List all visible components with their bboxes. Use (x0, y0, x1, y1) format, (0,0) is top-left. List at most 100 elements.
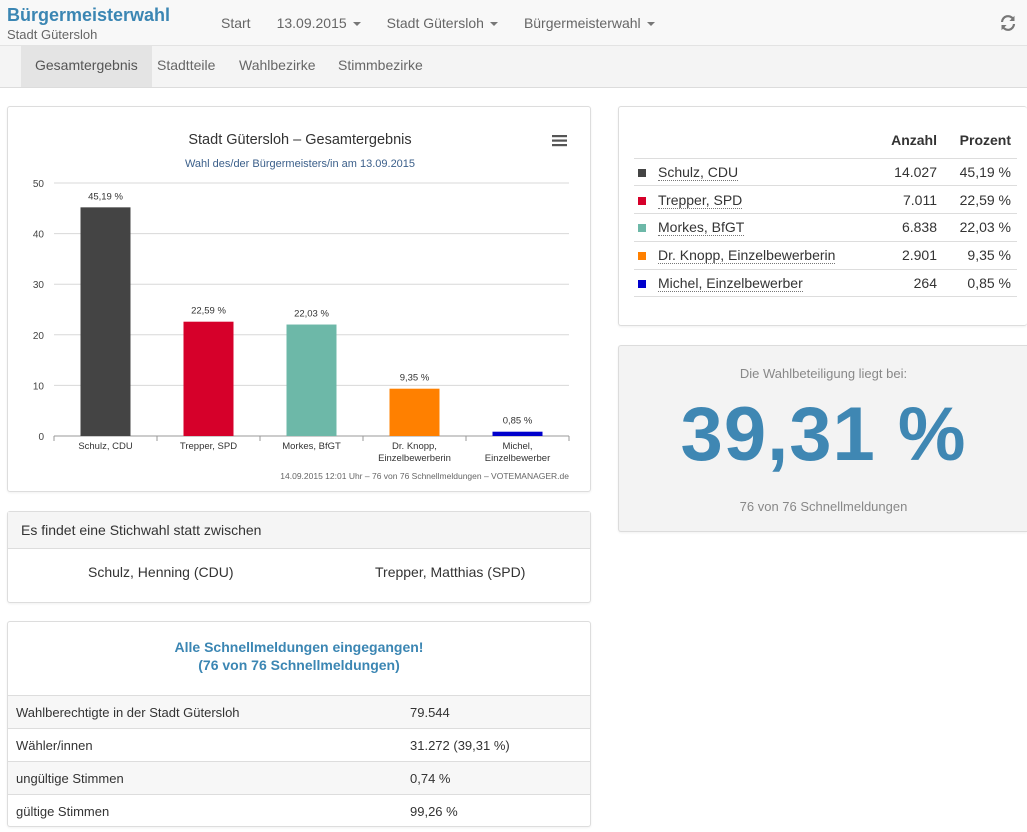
candidate-cell[interactable]: Trepper, SPD (652, 185, 863, 215)
nav-date-dropdown[interactable]: 13.09.2015 (264, 0, 374, 46)
tab-stimmbezirke[interactable]: Stimmbezirke (338, 57, 423, 73)
nav-election-dropdown[interactable]: Bürgermeisterwahl (511, 0, 668, 46)
turnout-panel: Die Wahlbeteiligung liegt bei: 39,31 % 7… (618, 345, 1027, 532)
chart-credits: 14.09.2015 12:01 Uhr – 76 von 76 Schnell… (280, 471, 569, 481)
info-label: Wahlberechtigte in der Stadt Gütersloh (8, 695, 404, 729)
x-tick-label: Schulz, CDU (78, 441, 133, 452)
legend-swatch (634, 158, 652, 187)
bar (492, 431, 543, 436)
candidate-name[interactable]: Dr. Knopp, Einzelbewerberin (658, 247, 836, 265)
chevron-down-icon (646, 22, 655, 26)
color-swatch (638, 168, 646, 177)
chart-subtitle: Wahl des/der Bürgermeisters/in am 13.09.… (185, 158, 415, 170)
nav-city-dropdown[interactable]: Stadt Gütersloh (374, 0, 511, 46)
runoff-candidate-2: Trepper, Matthias (SPD) (375, 564, 526, 580)
hamburger-menu-icon[interactable] (552, 135, 567, 147)
y-tick-label: 50 (33, 179, 45, 190)
nav-start-link[interactable]: Start (208, 0, 264, 46)
x-tick-label: Dr. Knopp, (392, 441, 437, 452)
color-swatch (638, 280, 646, 289)
table-row: ungültige Stimmen 0,74 % (8, 761, 590, 795)
info-label: Wähler/innen (8, 728, 404, 762)
turnout-note: 76 von 76 Schnellmeldungen (739, 499, 908, 514)
y-tick-label: 10 (33, 381, 45, 392)
info-label: gültige Stimmen (8, 794, 404, 828)
legend-swatch (634, 213, 652, 242)
bar-data-label: 22,59 % (191, 306, 226, 317)
color-swatch (638, 224, 646, 233)
candidate-name[interactable]: Trepper, SPD (658, 191, 743, 209)
chart-panel: Stadt Gütersloh – Gesamtergebnis Wahl de… (7, 106, 591, 492)
report-status-line-2: (76 von 76 Schnellmeldungen) (198, 657, 400, 673)
count-value: 7.011 (863, 185, 943, 215)
y-tick-label: 20 (33, 331, 45, 342)
percent-value: 22,03 % (943, 213, 1017, 242)
bar (183, 321, 234, 436)
x-tick-label: Michel, (502, 441, 532, 452)
refresh-icon[interactable] (999, 14, 1017, 32)
percent-value: 0,85 % (943, 269, 1017, 298)
candidate-cell[interactable]: Dr. Knopp, Einzelbewerberin (652, 241, 863, 270)
y-tick-label: 40 (33, 230, 45, 241)
chart-title: Stadt Gütersloh – Gesamtergebnis (188, 132, 411, 148)
candidate-cell[interactable]: Michel, Einzelbewerber (652, 269, 863, 298)
percent-value: 9,35 % (943, 241, 1017, 270)
x-tick-label: Morkes, BfGT (282, 441, 341, 452)
tab-gesamtergebnis[interactable]: Gesamtergebnis (21, 46, 152, 87)
table-row: Wahlberechtigte in der Stadt Gütersloh 7… (8, 695, 590, 729)
bar-data-label: 0,85 % (503, 416, 533, 427)
bar (389, 388, 440, 436)
bar (80, 207, 131, 436)
tab-stadtteile[interactable]: Stadtteile (157, 57, 216, 73)
app-subtitle: Stadt Gütersloh (7, 27, 98, 42)
percent-value: 45,19 % (943, 158, 1017, 187)
table-row: Schulz, CDU 14.027 45,19 % (634, 158, 1017, 187)
tab-wahlbezirke[interactable]: Wahlbezirke (239, 57, 316, 73)
turnout-value: 39,31 % (680, 392, 967, 477)
results-bar-chart: Stadt Gütersloh – Gesamtergebnis Wahl de… (33, 132, 570, 481)
table-row: gültige Stimmen 99,26 % (8, 794, 590, 828)
info-label: ungültige Stimmen (8, 761, 404, 795)
col-header-prozent: Prozent (943, 122, 1017, 159)
app-title[interactable]: Bürgermeisterwahl (7, 5, 171, 25)
table-row: Michel, Einzelbewerber 264 0,85 % (634, 269, 1017, 298)
table-row: Trepper, SPD 7.011 22,59 % (634, 185, 1017, 215)
color-swatch (638, 252, 646, 261)
count-value: 2.901 (863, 241, 943, 270)
runoff-panel: Es findet eine Stichwahl statt zwischen … (7, 511, 591, 603)
info-value: 0,74 % (404, 761, 590, 795)
color-swatch (638, 196, 646, 205)
runoff-candidate-1: Schulz, Henning (CDU) (88, 564, 234, 580)
count-value: 264 (863, 269, 943, 298)
x-tick-label: Trepper, SPD (180, 441, 237, 452)
bar (286, 324, 337, 436)
results-table: Anzahl Prozent Schulz, CDU 14.027 45,19 % T… (634, 122, 1017, 298)
x-tick-label: Einzelbewerber (485, 453, 550, 464)
turnout-label: Die Wahlbeteiligung liegt bei: (739, 366, 908, 381)
results-table-panel: Anzahl Prozent Schulz, CDU 14.027 45,19 % T… (618, 106, 1027, 326)
candidate-name[interactable]: Morkes, BfGT (658, 219, 745, 237)
info-value: 99,26 % (404, 794, 590, 828)
legend-swatch (634, 241, 652, 270)
bar-data-label: 22,03 % (294, 309, 329, 320)
col-header-anzahl: Anzahl (863, 122, 943, 159)
candidate-name[interactable]: Michel, Einzelbewerber (658, 275, 803, 293)
top-navbar: Bürgermeisterwahl Stadt Gütersloh Start … (0, 0, 1027, 46)
percent-value: 22,59 % (943, 185, 1017, 215)
candidate-cell[interactable]: Schulz, CDU (652, 158, 863, 187)
count-value: 14.027 (863, 158, 943, 187)
runoff-heading: Es findet eine Stichwahl statt zwischen (8, 512, 590, 549)
candidate-cell[interactable]: Morkes, BfGT (652, 213, 863, 242)
table-row: Wähler/innen 31.272 (39,31 %) (8, 728, 590, 762)
legend-swatch (634, 185, 652, 215)
candidate-name[interactable]: Schulz, CDU (658, 163, 739, 181)
nav-date-label: 13.09.2015 (276, 15, 347, 31)
report-info-table: Wahlberechtigte in der Stadt Gütersloh 7… (8, 695, 590, 828)
table-row: Morkes, BfGT 6.838 22,03 % (634, 213, 1017, 242)
count-value: 6.838 (863, 213, 943, 242)
result-tabs: Gesamtergebnis Stadtteile Wahlbezirke St… (0, 46, 1027, 88)
nav-start-label: Start (221, 15, 251, 31)
x-tick-label: Einzelbewerberin (378, 453, 451, 464)
y-tick-label: 0 (38, 432, 44, 443)
info-value: 79.544 (404, 695, 590, 729)
